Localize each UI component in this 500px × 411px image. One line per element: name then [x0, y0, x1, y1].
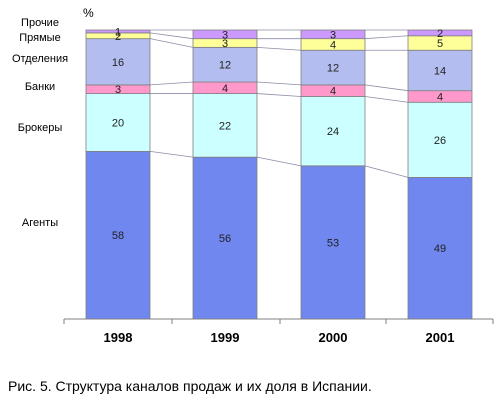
bar-segment-Агенты-2000 — [300, 165, 366, 320]
bar-segment-Брокеры-1999 — [192, 93, 258, 158]
connector-line — [256, 156, 302, 167]
bar-segment-Прочие-1998 — [85, 29, 151, 34]
data-label: 4 — [330, 39, 336, 51]
series-label: Брокеры — [18, 122, 63, 134]
bar-segment-Прочие-2000 — [300, 29, 366, 40]
data-label: 12 — [219, 60, 231, 72]
data-label: 49 — [434, 243, 446, 255]
data-label: 16 — [112, 57, 124, 69]
connector-line — [364, 35, 409, 40]
data-label: 2 — [115, 31, 121, 43]
data-label: 4 — [437, 91, 443, 103]
data-label: 1 — [115, 26, 121, 38]
unit-label: % — [83, 6, 94, 20]
x-tick-label: 2000 — [319, 330, 348, 345]
data-label: 5 — [437, 38, 443, 50]
bar-segment-Брокеры-2000 — [300, 96, 366, 167]
bar-segment-Агенты-2001 — [407, 176, 473, 320]
data-label: 3 — [222, 38, 228, 50]
bar-segment-Прочие-2001 — [407, 29, 473, 37]
data-label: 4 — [222, 83, 228, 95]
connector-line — [149, 32, 194, 40]
figure-caption: Рис. 5. Структура каналов продаж и их до… — [8, 378, 372, 394]
bar-stacks — [85, 29, 473, 320]
x-tick-label: 1999 — [211, 330, 240, 345]
series-labels: Агенты Брокеры Банки Отделения Прямые Прочие — [12, 17, 68, 229]
data-label: 22 — [219, 120, 231, 132]
connector-line — [149, 81, 194, 86]
data-label: 26 — [434, 135, 446, 147]
connector-line — [364, 96, 409, 103]
connector-line — [364, 165, 409, 178]
x-tick-label: 2001 — [426, 330, 455, 345]
connector-line — [256, 81, 302, 86]
bar-segment-Прочие-1999 — [192, 29, 258, 40]
connector-line — [256, 93, 302, 97]
connector-line — [364, 84, 409, 92]
data-label: 24 — [327, 126, 339, 138]
bar-segment-Отделения-2001 — [407, 49, 473, 92]
data-label: 56 — [219, 233, 231, 245]
bar-segment-Отделения-1999 — [192, 46, 258, 83]
data-label: 53 — [327, 237, 339, 249]
data-label: 58 — [112, 230, 124, 242]
bar-segment-Брокеры-1998 — [85, 93, 151, 152]
data-label: 3 — [330, 29, 336, 41]
connector-line — [149, 38, 194, 48]
x-tick-label: 1998 — [104, 330, 133, 345]
data-label: 3 — [115, 84, 121, 96]
data-label: 14 — [434, 65, 446, 77]
connector-lines — [149, 29, 409, 178]
series-label: Банки — [25, 81, 55, 93]
bar-segment-Агенты-1999 — [192, 156, 258, 320]
data-label: 12 — [327, 63, 339, 75]
data-label: 2 — [437, 28, 443, 40]
data-label: 4 — [330, 86, 336, 98]
data-label: 20 — [112, 117, 124, 129]
connector-line — [256, 46, 302, 51]
series-label: Прочие — [21, 17, 59, 29]
data-label: 3 — [222, 29, 228, 41]
series-label: Прямые — [19, 32, 60, 44]
series-label: Отделения — [12, 53, 68, 65]
connector-line — [149, 150, 194, 158]
x-axis-ticks: 1998 1999 2000 2001 — [63, 319, 494, 345]
series-label: Агенты — [22, 217, 58, 229]
